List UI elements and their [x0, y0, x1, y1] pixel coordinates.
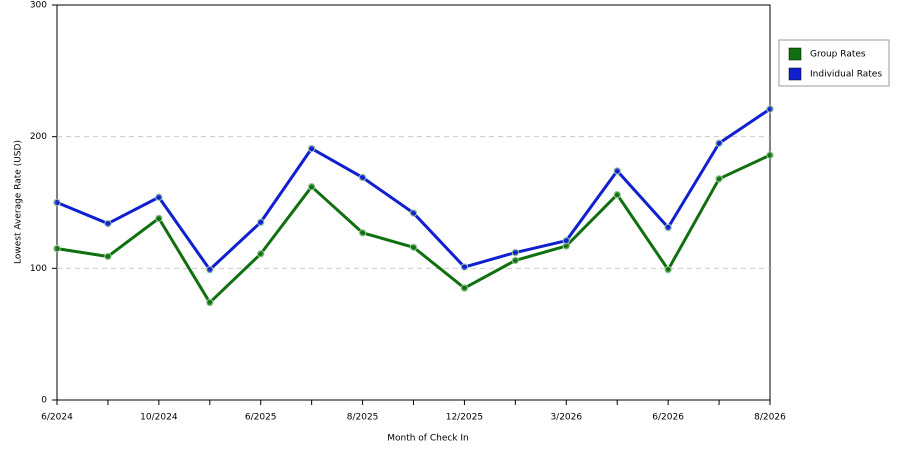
legend-swatch: [788, 67, 802, 81]
legend-label: Group Rates: [810, 50, 866, 60]
data-point: [766, 105, 774, 113]
x-axis-label: Month of Check In: [387, 434, 469, 444]
data-point: [664, 223, 672, 232]
data-point: [155, 214, 163, 223]
x-tick-label: 6/2025: [245, 413, 277, 423]
y-tick-label: 100: [30, 264, 47, 274]
x-tick-label: 6/2026: [652, 413, 684, 423]
data-point: [257, 218, 265, 226]
data-point: [358, 229, 367, 237]
data-point: [206, 265, 214, 274]
y-tick-label: 0: [41, 396, 47, 406]
data-point: [104, 219, 112, 228]
data-point: [257, 250, 265, 258]
legend-swatch: [788, 47, 802, 61]
data-point: [715, 175, 723, 183]
data-point: [409, 209, 418, 217]
x-tick-label: 12/2025: [446, 413, 483, 423]
data-point: [409, 243, 418, 251]
data-point: [613, 190, 621, 199]
data-point: [460, 284, 469, 292]
data-point: [358, 173, 367, 182]
data-point: [53, 244, 61, 253]
legend-label: Individual Rates: [810, 70, 882, 80]
x-tick-label: 3/2026: [550, 413, 582, 423]
data-point: [562, 236, 570, 245]
data-point: [155, 193, 163, 201]
data-point: [206, 298, 214, 307]
y-axis-label: Lowest Average Rate (USD): [14, 140, 24, 264]
data-point: [715, 139, 723, 147]
y-tick-label: 200: [30, 132, 47, 142]
x-tick-label: 8/2026: [754, 413, 786, 423]
data-point: [104, 252, 112, 261]
data-point: [511, 248, 520, 257]
data-point: [307, 144, 316, 153]
data-point: [460, 263, 469, 271]
x-tick-label: 6/2024: [41, 413, 73, 423]
x-tick-label: 10/2024: [140, 413, 178, 423]
data-point: [511, 256, 520, 265]
series-line: [56, 153, 771, 305]
data-point: [613, 167, 621, 175]
y-tick-label: 300: [30, 1, 47, 11]
x-tick-label: 8/2025: [347, 413, 379, 423]
data-point: [53, 198, 61, 207]
data-point: [307, 183, 316, 191]
data-point: [766, 151, 774, 159]
data-point: [664, 265, 672, 274]
